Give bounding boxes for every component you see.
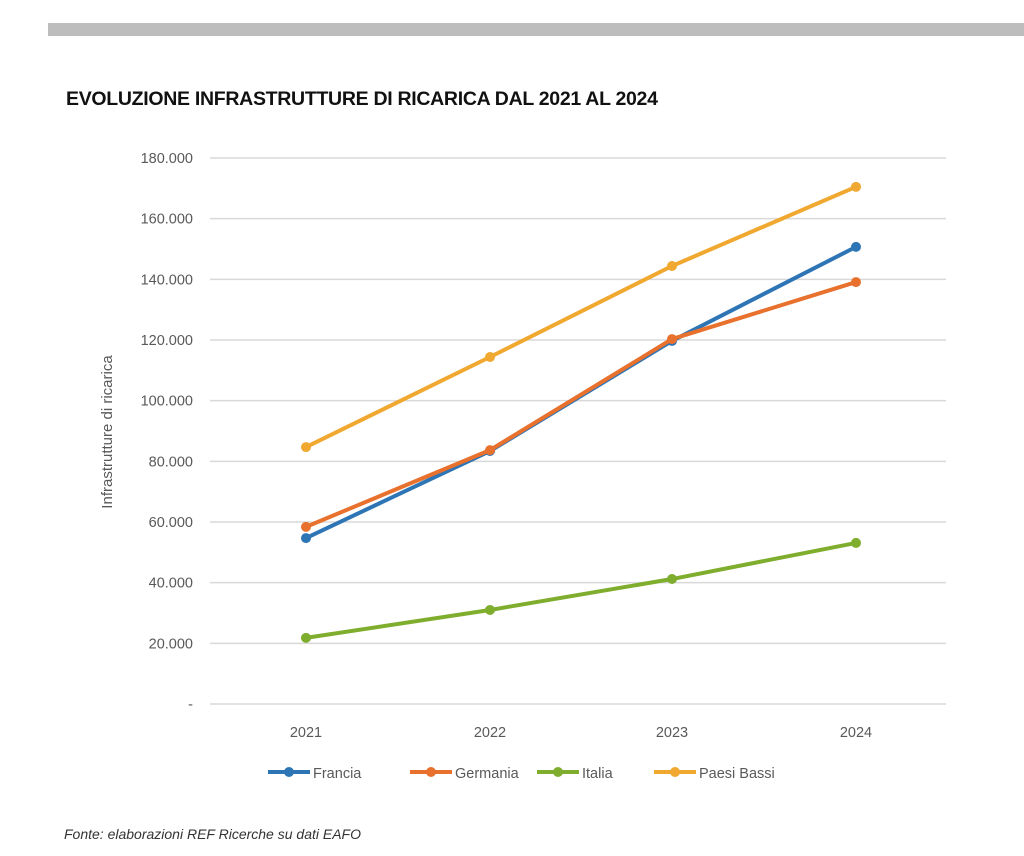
legend-marker-icon xyxy=(553,767,563,777)
legend-item: Italia xyxy=(537,766,614,782)
y-axis-label: Infrastrutture di ricarica xyxy=(99,355,116,509)
source-note: Fonte: elaborazioni REF Ricerche su dati… xyxy=(64,826,361,842)
y-tick-label: 40.000 xyxy=(149,576,193,592)
data-point xyxy=(485,604,495,615)
x-tick-label: 2021 xyxy=(290,725,322,741)
data-point xyxy=(667,334,677,345)
legend-marker-icon xyxy=(426,767,436,777)
y-axis-ticks: - 20.000 40.000 60.000 80.000 100.000 120.000 1… xyxy=(141,151,194,713)
data-point xyxy=(851,181,861,192)
x-tick-label: 2024 xyxy=(840,725,872,741)
header-bar xyxy=(48,23,1024,36)
series-germania xyxy=(301,277,861,532)
gridlines xyxy=(210,157,946,705)
series-line xyxy=(304,540,858,640)
series-lines xyxy=(301,181,861,643)
y-tick-label: 20.000 xyxy=(149,636,193,652)
data-point xyxy=(667,260,677,271)
data-point xyxy=(851,241,861,252)
data-point xyxy=(485,351,495,362)
x-tick-label: 2023 xyxy=(656,725,688,741)
data-point xyxy=(667,574,677,585)
legend-item: Paesi Bassi xyxy=(654,766,775,782)
chart-title: EVOLUZIONE INFRASTRUTTURE DI RICARICA DA… xyxy=(66,88,658,110)
x-axis-ticks: 2021 2022 2023 2024 xyxy=(290,725,872,741)
data-point xyxy=(485,445,495,456)
data-point xyxy=(301,632,311,643)
y-tick-label: 140.000 xyxy=(141,272,193,288)
data-point xyxy=(301,521,311,532)
legend-item: Francia xyxy=(268,766,362,782)
y-tick-label: 100.000 xyxy=(141,394,193,410)
data-point xyxy=(851,537,861,548)
legend-label: Francia xyxy=(313,766,362,782)
x-tick-label: 2022 xyxy=(474,725,506,741)
data-point xyxy=(301,533,311,544)
legend-marker-icon xyxy=(284,767,294,777)
y-tick-label: - xyxy=(188,697,193,713)
legend-label: Italia xyxy=(582,766,614,782)
series-paesi-bassi xyxy=(301,181,861,453)
data-point xyxy=(851,277,861,288)
legend-marker-icon xyxy=(670,767,680,777)
series-line xyxy=(304,184,858,450)
legend-label: Germania xyxy=(455,766,520,782)
y-tick-label: 80.000 xyxy=(149,454,193,470)
legend-label: Paesi Bassi xyxy=(699,766,775,782)
y-tick-label: 60.000 xyxy=(149,515,193,531)
data-point xyxy=(301,442,311,453)
y-tick-label: 120.000 xyxy=(141,333,193,349)
series-italia xyxy=(301,537,861,643)
legend-item: Germania xyxy=(410,766,520,782)
y-tick-label: 180.000 xyxy=(141,151,193,167)
legend: Francia Germania Italia Paesi Bassi xyxy=(268,766,775,782)
series-line xyxy=(304,280,858,529)
y-tick-label: 160.000 xyxy=(141,212,193,228)
